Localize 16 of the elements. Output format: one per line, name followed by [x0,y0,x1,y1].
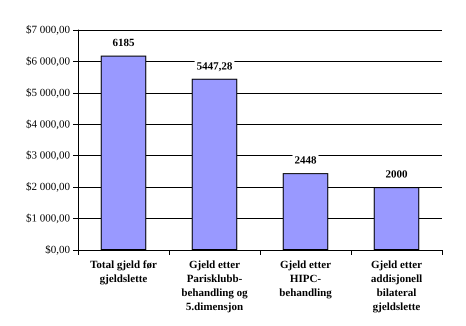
x-tick-label: Total gjeld før gjeldslette [90,259,158,285]
data-label: 6185 [112,37,135,50]
data-label: 5447,28 [196,60,233,72]
data-label: 2000 [386,168,408,181]
x-tick-label: Gjeld etter Parisklubb- behandling og 5.dimensjon [181,259,248,313]
y-tick-label: $5 000,00 [26,86,70,99]
x-tick-label: Gjeld etter addisjonell bilateral gjeldslette [370,259,422,313]
data-label: 2448 [294,154,317,167]
y-tick-label: $7 000,00 [26,24,70,36]
y-tick-label: $2 000,00 [26,181,70,194]
x-tick-label: Gjeld etter HIPC- behandling [279,259,332,299]
y-tick-label: $6 000,00 [26,55,70,68]
y-tick-label: $0,00 [45,244,70,256]
y-tick-label: $4 000,00 [26,118,70,130]
y-tick-label: $1 000,00 [26,212,70,225]
y-tick-label: $3 000,00 [26,150,70,162]
